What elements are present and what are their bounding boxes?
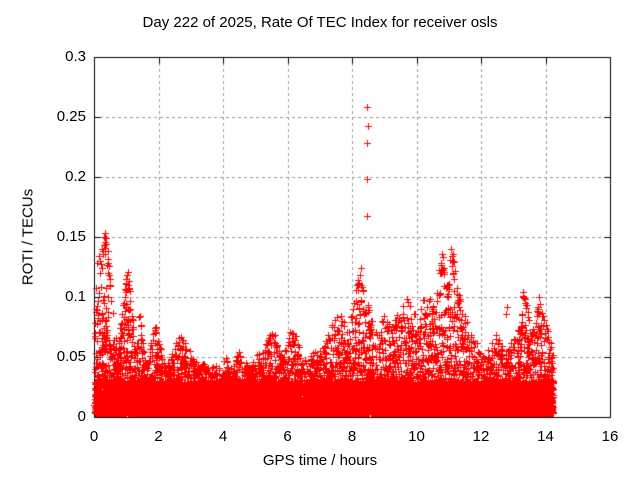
y-tick-label-0.3: 0.3 <box>65 48 86 65</box>
x-tick-label-14: 14 <box>537 428 554 445</box>
x-tick-label-10: 10 <box>408 428 425 445</box>
y-tick-label-0.1: 0.1 <box>65 288 86 305</box>
y-tick-label-0: 0 <box>77 408 86 425</box>
y-tick-label-0.05: 0.05 <box>56 348 86 365</box>
x-tick-label-0: 0 <box>89 428 99 445</box>
y-tick-label-0.25: 0.25 <box>56 108 86 125</box>
x-tick-label-12: 12 <box>472 428 490 445</box>
y-tick-label-0.2: 0.2 <box>65 168 86 185</box>
x-tick-label-6: 6 <box>283 428 292 445</box>
chart-title: Day 222 of 2025, Rate Of TEC Index for r… <box>142 14 498 31</box>
y-tick-label-0.15: 0.15 <box>56 228 86 245</box>
x-tick-label-16: 16 <box>601 428 619 445</box>
x-tick-label-4: 4 <box>218 428 228 445</box>
x-tick-label-2: 2 <box>154 428 163 445</box>
x-axis-label: GPS time / hours <box>262 452 378 469</box>
x-tick-label-8: 8 <box>347 428 357 445</box>
